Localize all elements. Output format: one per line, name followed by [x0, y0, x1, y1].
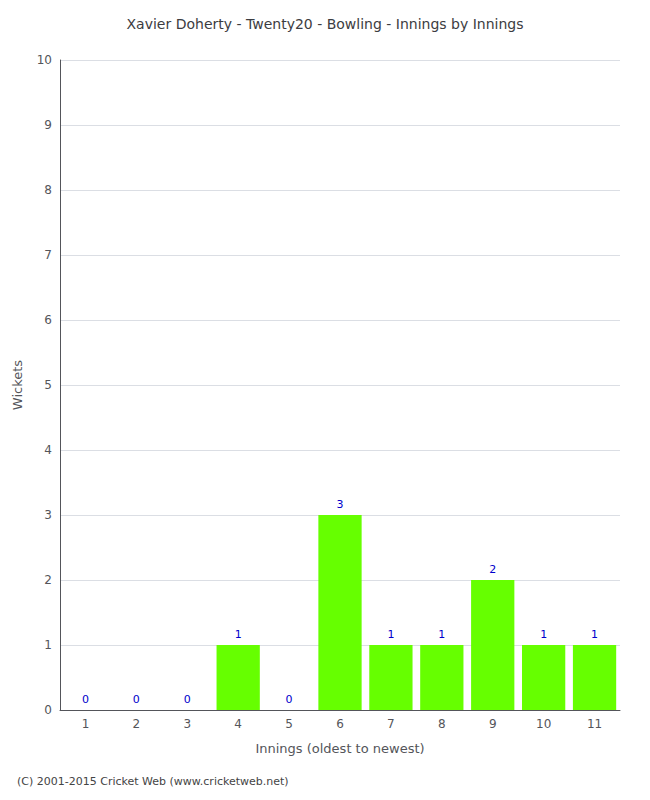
svg-text:8: 8	[44, 183, 52, 197]
svg-text:1: 1	[82, 717, 90, 731]
svg-text:5: 5	[44, 378, 52, 392]
svg-text:0: 0	[286, 693, 293, 706]
svg-text:1: 1	[387, 628, 394, 641]
svg-text:Innings (oldest to newest): Innings (oldest to newest)	[255, 741, 424, 756]
svg-text:5: 5	[285, 717, 293, 731]
svg-text:2: 2	[44, 573, 52, 587]
svg-text:6: 6	[44, 313, 52, 327]
svg-text:Xavier Doherty - Twenty20 - Bo: Xavier Doherty - Twenty20 - Bowling - In…	[126, 16, 523, 32]
svg-text:10: 10	[536, 717, 551, 731]
svg-text:7: 7	[44, 248, 52, 262]
svg-text:0: 0	[44, 703, 52, 717]
svg-text:8: 8	[438, 717, 446, 731]
svg-text:3: 3	[337, 498, 344, 511]
svg-text:4: 4	[234, 717, 242, 731]
svg-text:9: 9	[44, 118, 52, 132]
svg-text:2: 2	[489, 563, 496, 576]
svg-text:7: 7	[387, 717, 395, 731]
svg-text:1: 1	[235, 628, 242, 641]
svg-text:3: 3	[183, 717, 191, 731]
svg-text:1: 1	[44, 638, 52, 652]
svg-text:1: 1	[438, 628, 445, 641]
svg-text:1: 1	[591, 628, 598, 641]
svg-text:9: 9	[489, 717, 497, 731]
svg-text:(C) 2001-2015 Cricket Web (www: (C) 2001-2015 Cricket Web (www.cricketwe…	[17, 775, 289, 788]
svg-text:3: 3	[44, 508, 52, 522]
svg-text:4: 4	[44, 443, 52, 457]
svg-text:0: 0	[133, 693, 140, 706]
svg-text:6: 6	[336, 717, 344, 731]
svg-text:10: 10	[37, 53, 52, 67]
svg-text:1: 1	[540, 628, 547, 641]
svg-text:11: 11	[587, 717, 602, 731]
svg-text:0: 0	[82, 693, 89, 706]
svg-text:2: 2	[133, 717, 141, 731]
svg-text:Wickets: Wickets	[10, 360, 25, 410]
svg-text:0: 0	[184, 693, 191, 706]
